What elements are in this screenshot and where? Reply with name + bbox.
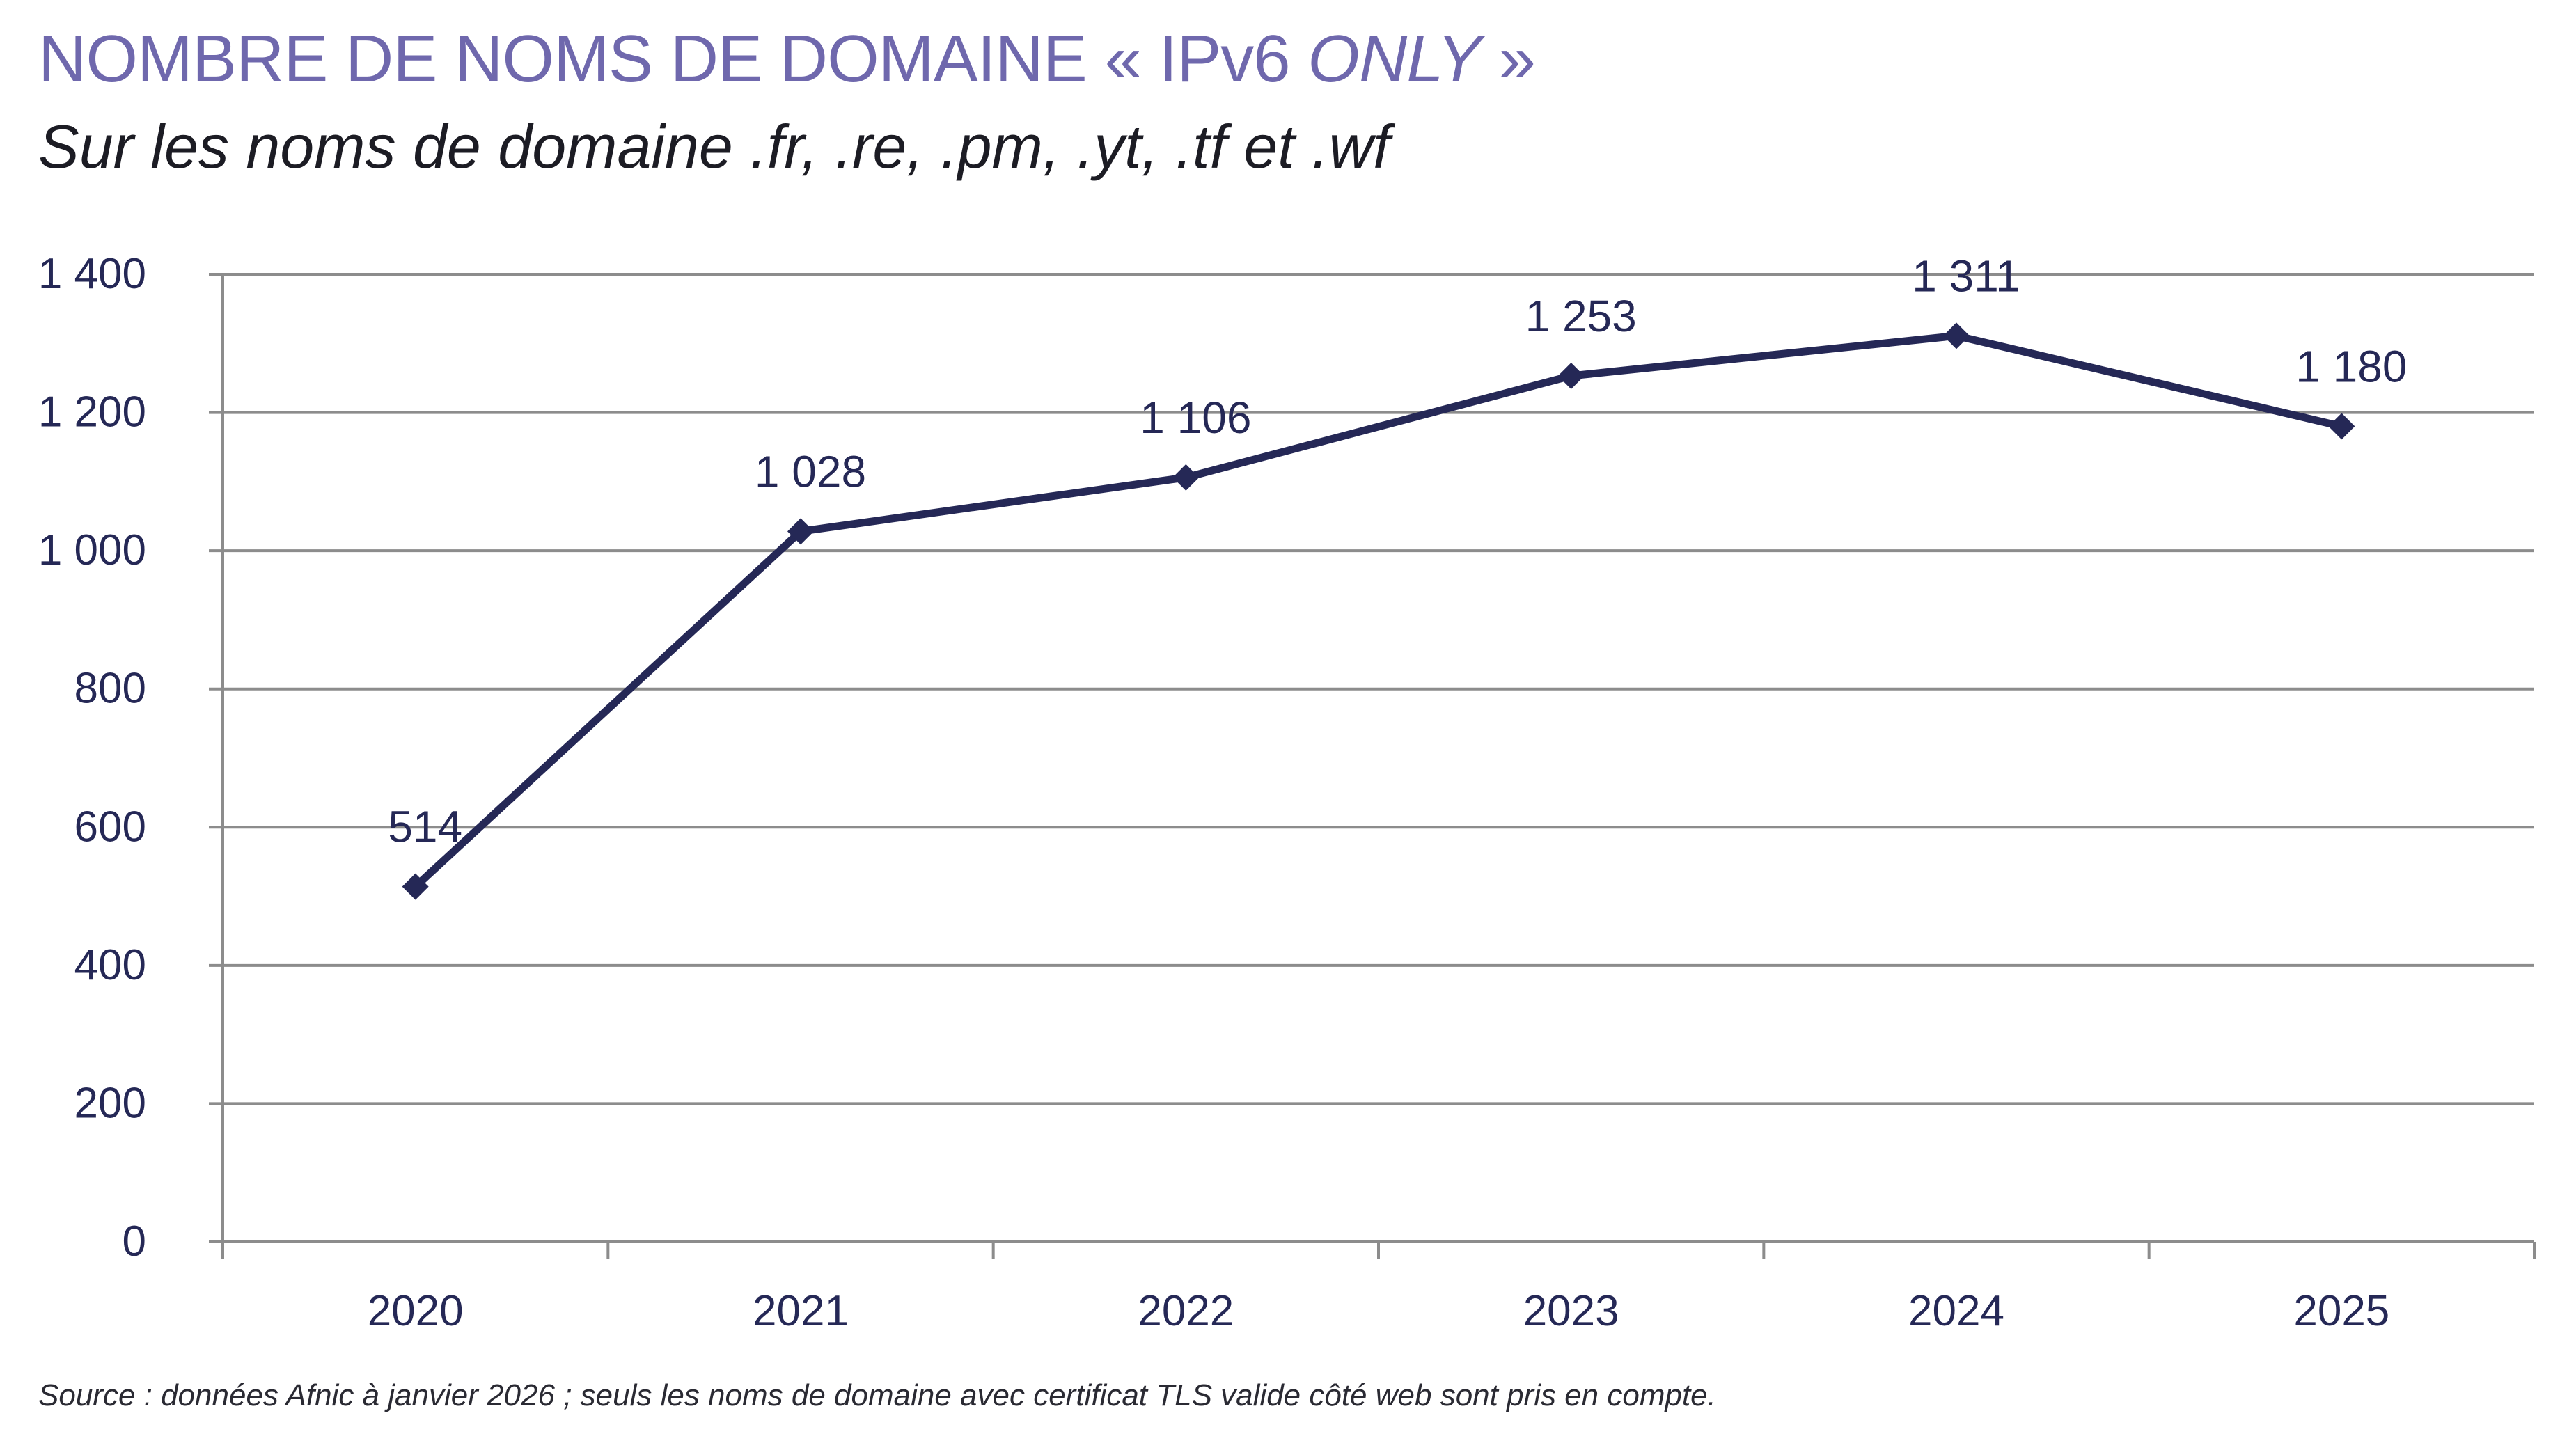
data-point-marker — [787, 518, 814, 545]
title-end: » — [1480, 22, 1536, 96]
data-point-marker — [2328, 413, 2355, 440]
y-tick-label: 1 200 — [38, 388, 146, 436]
x-tick-label: 2024 — [1908, 1287, 2004, 1335]
x-axis — [221, 274, 2536, 1259]
x-axis-tick-labels: 2020 2021 2022 2023 2024 2025 — [368, 1287, 2390, 1335]
x-tick-label: 2025 — [2293, 1287, 2389, 1335]
data-label: 1 106 — [1140, 393, 1251, 443]
x-tick-label: 2023 — [1523, 1287, 1619, 1335]
y-axis-tick-labels: 0 200 400 600 800 1 000 1 200 1 400 — [38, 250, 146, 1266]
source-note: Source : données Afnic à janvier 2026 ; … — [38, 1378, 1716, 1412]
data-label: 1 028 — [755, 446, 866, 496]
data-label: 1 311 — [1912, 251, 2020, 301]
y-tick-label: 800 — [74, 665, 146, 713]
title-italic: ONLY — [1307, 22, 1482, 96]
y-tick-label: 600 — [74, 803, 146, 851]
x-tick-label: 2022 — [1138, 1287, 1234, 1335]
y-tick-label: 1 000 — [38, 526, 146, 574]
title-main: NOMBRE DE NOMS DE DOMAINE « IPv6 — [38, 22, 1308, 96]
series — [402, 322, 2355, 900]
data-point-marker — [1943, 322, 1970, 349]
y-tick-label: 0 — [123, 1218, 146, 1266]
data-point-marker — [1557, 362, 1585, 389]
data-label: 1 180 — [2295, 341, 2407, 391]
y-tick-label: 400 — [74, 941, 146, 989]
data-label: 514 — [388, 802, 462, 852]
data-label: 1 253 — [1525, 291, 1637, 341]
y-tick-label: 200 — [74, 1079, 146, 1127]
gridlines — [209, 273, 2534, 1243]
series-line — [411, 331, 2346, 891]
chart-title: NOMBRE DE NOMS DE DOMAINE « IPv6 ONLY » — [38, 21, 1536, 97]
chart-subtitle: Sur les noms de domaine .fr, .re, .pm, .… — [38, 112, 1390, 181]
x-tick-label: 2021 — [753, 1287, 849, 1335]
y-tick-label: 1 400 — [38, 250, 146, 298]
data-labels: 514 1 028 1 106 1 253 1 311 1 180 — [388, 251, 2407, 851]
data-point-marker — [1172, 464, 1200, 491]
x-tick-label: 2020 — [368, 1287, 464, 1335]
data-point-marker — [402, 873, 429, 900]
